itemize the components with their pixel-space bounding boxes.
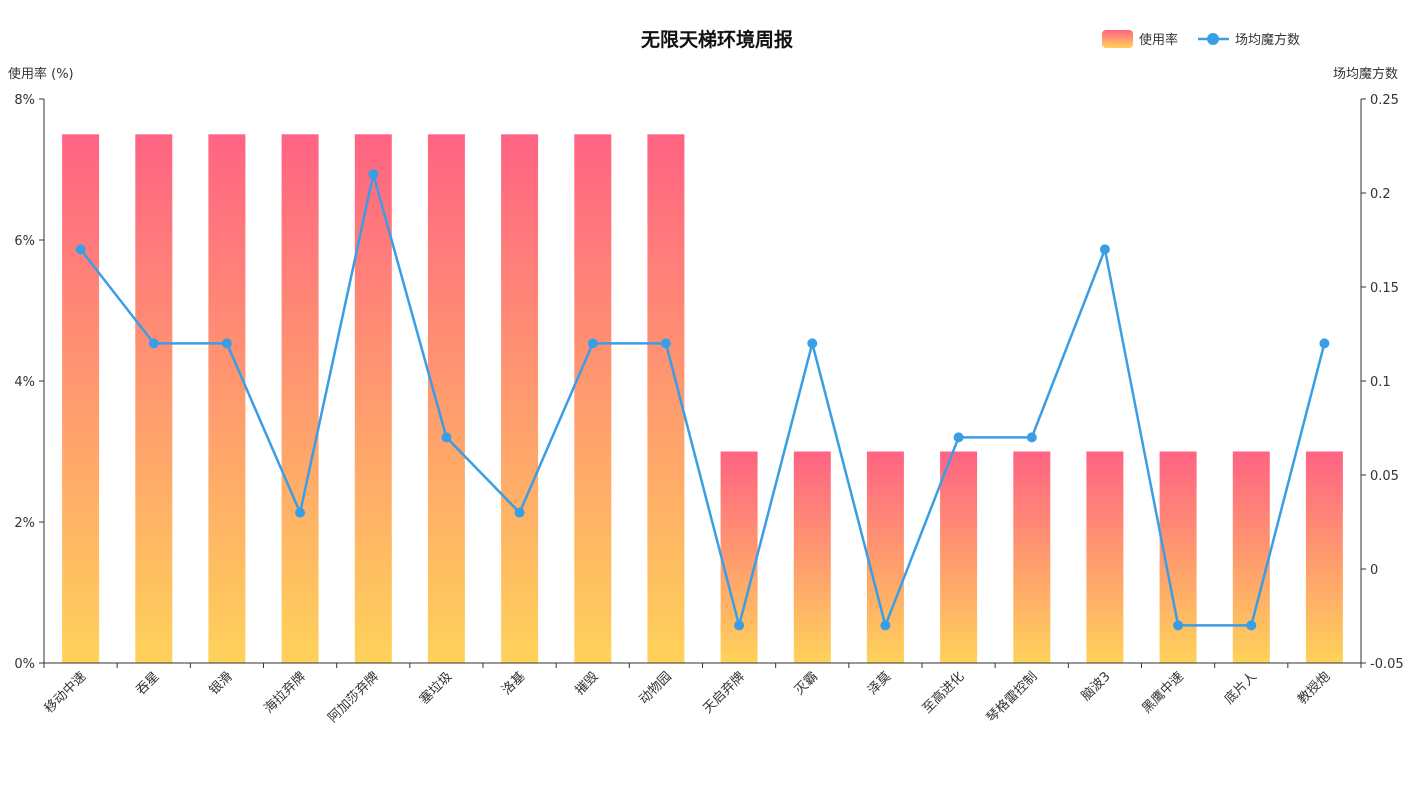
- bar-series: [62, 134, 1343, 664]
- line-point[interactable]: [1246, 620, 1257, 631]
- x-tick-label: 移动中速: [42, 669, 89, 716]
- y-right-tick-label: -0.05: [1370, 657, 1404, 672]
- y-left-tick-label: 6%: [14, 234, 35, 249]
- x-tick-label: 教授炮: [1294, 669, 1333, 708]
- x-tick-label: 琴格雷控制: [983, 669, 1040, 726]
- y-left-tick-label: 0%: [14, 657, 35, 672]
- bar[interactable]: [1232, 451, 1270, 664]
- x-tick-label: 黑鹰中速: [1139, 669, 1187, 717]
- y-right-tick-label: 0.2: [1370, 187, 1391, 202]
- line-point[interactable]: [807, 338, 818, 349]
- bar[interactable]: [720, 451, 758, 664]
- bar[interactable]: [793, 451, 831, 664]
- chart-title: 无限天梯环境周报: [641, 28, 793, 51]
- bar[interactable]: [647, 134, 685, 664]
- bar[interactable]: [354, 134, 392, 664]
- x-tick-label: 海拉弃牌: [261, 669, 309, 717]
- line-point[interactable]: [441, 432, 452, 443]
- x-tick-label: 洛基: [499, 669, 528, 698]
- x-tick-label: 阿加莎弃牌: [325, 669, 382, 726]
- x-tick-label: 动物园: [637, 669, 675, 707]
- bar[interactable]: [62, 134, 100, 664]
- x-tick-label: 摧毁: [573, 669, 602, 698]
- bar[interactable]: [940, 451, 978, 664]
- line-path: [79, 172, 1326, 627]
- bar[interactable]: [1305, 451, 1343, 664]
- x-tick-label: 至高进化: [919, 669, 967, 717]
- bar[interactable]: [574, 134, 612, 664]
- y-right-tick-label: 0: [1370, 563, 1378, 578]
- line-point[interactable]: [587, 338, 598, 349]
- line-point[interactable]: [1173, 620, 1184, 631]
- legend-bar-swatch[interactable]: [1102, 30, 1133, 48]
- line-point[interactable]: [221, 338, 232, 349]
- y-right-tick-label: 0.05: [1370, 469, 1399, 484]
- bar[interactable]: [501, 134, 539, 664]
- line-point[interactable]: [734, 620, 745, 631]
- bar[interactable]: [135, 134, 173, 664]
- line-point[interactable]: [514, 507, 525, 518]
- bar[interactable]: [866, 451, 904, 664]
- bar[interactable]: [1086, 451, 1124, 664]
- y-left-tick-label: 8%: [14, 93, 35, 108]
- x-tick-label: 脑波3: [1079, 669, 1114, 704]
- line-point[interactable]: [1099, 244, 1110, 255]
- bar[interactable]: [427, 134, 465, 664]
- line-point[interactable]: [368, 169, 379, 180]
- legend-bar-label[interactable]: 使用率: [1139, 32, 1178, 48]
- y-right-tick-label: 0.15: [1370, 281, 1399, 296]
- legend-line-marker[interactable]: [1207, 33, 1219, 45]
- y-right-tick-label: 0.1: [1370, 375, 1391, 390]
- x-tick-label: 天启弃牌: [700, 669, 748, 717]
- line-point[interactable]: [880, 620, 891, 631]
- x-tick-label: 塞垃圾: [416, 669, 455, 708]
- line-point[interactable]: [660, 338, 671, 349]
- x-tick-label: 银滑: [207, 669, 236, 698]
- y-left-axis-label: 使用率 (%): [8, 66, 74, 82]
- x-tick-label: 吞星: [134, 669, 163, 698]
- x-tick-label: 灭霸: [792, 669, 821, 698]
- line-point[interactable]: [953, 432, 964, 443]
- line-point[interactable]: [295, 507, 306, 518]
- line-series: [75, 169, 1330, 631]
- line-point[interactable]: [148, 338, 159, 349]
- line-point[interactable]: [1026, 432, 1037, 443]
- bar[interactable]: [281, 134, 319, 664]
- y-left-tick-label: 2%: [14, 516, 35, 531]
- y-right-axis-label: 场均魔方数: [1333, 66, 1398, 82]
- y-right-tick-label: 0.25: [1370, 93, 1399, 108]
- line-point[interactable]: [75, 244, 86, 255]
- legend-line-label[interactable]: 场均魔方数: [1235, 32, 1300, 48]
- x-tick-label: 底片人: [1221, 669, 1260, 708]
- x-tick-label: 泽莫: [865, 669, 894, 698]
- bar[interactable]: [1013, 451, 1051, 664]
- legend[interactable]: 使用率 场均魔方数: [1102, 30, 1300, 48]
- y-left-tick-label: 4%: [14, 375, 35, 390]
- bar[interactable]: [208, 134, 246, 664]
- line-point[interactable]: [1319, 338, 1330, 349]
